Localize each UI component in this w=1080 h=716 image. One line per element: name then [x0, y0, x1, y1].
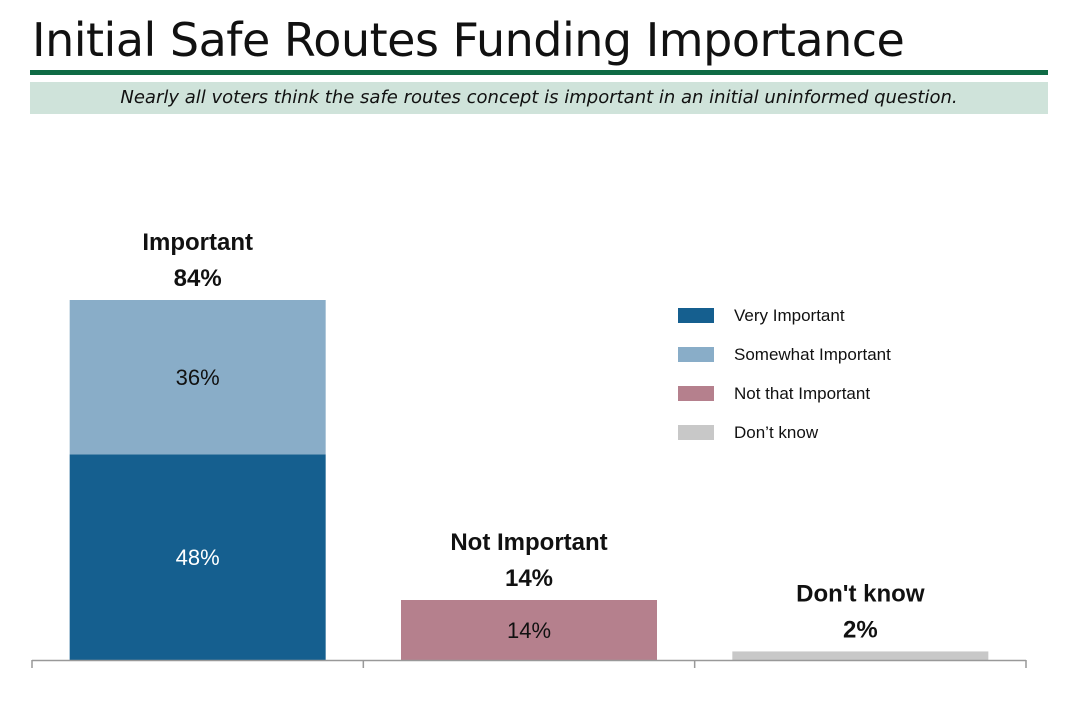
legend-label: Don’t know [734, 423, 819, 442]
legend-label: Very Important [734, 306, 845, 325]
subtitle-band: Nearly all voters think the safe routes … [30, 82, 1048, 114]
title-rule [30, 70, 1048, 75]
bar-don-t-know-don-t-know [732, 651, 989, 660]
data-label: 48% [176, 545, 220, 570]
bar-important-somewhat-important [69, 300, 326, 455]
subtitle: Nearly all voters think the safe routes … [120, 87, 958, 108]
page-title: Initial Safe Routes Funding Importance [32, 13, 905, 67]
bar-not-important-not-that-important [401, 600, 657, 660]
data-label: 14% [507, 618, 551, 643]
legend-swatch-very-important [678, 308, 714, 323]
legend-label: Not that Important [734, 384, 871, 403]
legend-swatch-dont-know [678, 425, 714, 440]
category-label: Not Important [450, 529, 607, 556]
category-total: 2% [843, 616, 878, 643]
legend-swatch-not-that-important [678, 386, 714, 401]
data-label: 36% [176, 365, 220, 390]
legend-swatch-somewhat-important [678, 347, 714, 362]
category-label: Important [142, 229, 253, 256]
legend-label: Somewhat Important [734, 345, 891, 364]
category-total: 14% [505, 565, 553, 592]
category-total: 84% [174, 265, 222, 292]
bar-important-very-important [69, 454, 326, 660]
category-label: Don't know [796, 580, 925, 607]
